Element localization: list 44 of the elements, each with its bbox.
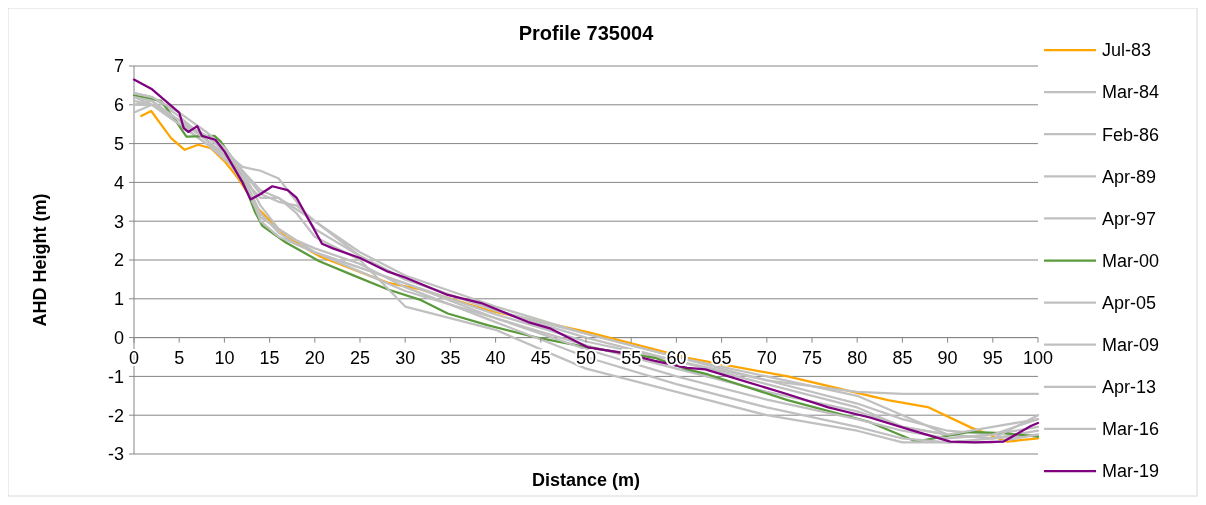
x-tick-label: 20 — [304, 347, 325, 368]
x-tick-label: 75 — [801, 347, 823, 368]
legend-label: Mar-19 — [1102, 461, 1160, 482]
legend-label: Mar-84 — [1102, 82, 1160, 103]
y-tick-label: -1 — [107, 366, 124, 387]
x-tick-label: 100 — [1022, 347, 1054, 368]
x-tick-label: 70 — [756, 347, 777, 368]
x-tick-label: 10 — [214, 347, 235, 368]
y-tick-label: 2 — [113, 250, 124, 271]
legend-label: Apr-05 — [1102, 292, 1157, 313]
x-tick-label: 80 — [847, 347, 868, 368]
x-axis-title: Distance (m) — [531, 470, 641, 490]
legend-label: Feb-86 — [1102, 124, 1160, 145]
legend-label: Apr-13 — [1102, 377, 1157, 398]
x-tick-label: 5 — [174, 347, 185, 368]
x-tick-label: 30 — [395, 347, 416, 368]
y-axis-title: AHD Height (m) — [30, 193, 50, 327]
legend-label: Apr-89 — [1102, 166, 1157, 187]
x-tick-label: 50 — [575, 347, 597, 368]
legend-label: Jul-83 — [1102, 40, 1152, 61]
x-tick-label: 0 — [128, 347, 140, 368]
legend-label: Mar-09 — [1102, 335, 1160, 355]
x-tick-label: 45 — [530, 347, 551, 368]
legend-label: Mar-00 — [1102, 250, 1160, 271]
y-tick-label: -2 — [107, 405, 124, 426]
x-tick-label: 95 — [982, 347, 1003, 368]
x-tick-label: 35 — [440, 347, 461, 368]
chart-title: Profile 735004 — [518, 22, 655, 44]
y-tick-label: -3 — [107, 444, 124, 465]
y-tick-label: 0 — [113, 327, 124, 348]
y-tick-label: 6 — [113, 95, 124, 116]
legend-label: Apr-97 — [1102, 208, 1157, 229]
y-tick-label: 5 — [113, 133, 124, 154]
x-tick-label: 40 — [485, 347, 506, 368]
x-tick-label: 15 — [259, 347, 280, 368]
x-tick-label: 85 — [892, 347, 913, 368]
y-tick-label: 7 — [113, 56, 124, 77]
y-tick-label: 1 — [113, 289, 124, 310]
y-tick-label: 4 — [113, 172, 124, 193]
legend-label: Mar-16 — [1102, 419, 1160, 440]
x-tick-label: 25 — [349, 347, 371, 368]
y-tick-label: 3 — [113, 211, 124, 232]
x-tick-label: 65 — [711, 347, 732, 368]
x-tick-label: 90 — [937, 347, 958, 368]
